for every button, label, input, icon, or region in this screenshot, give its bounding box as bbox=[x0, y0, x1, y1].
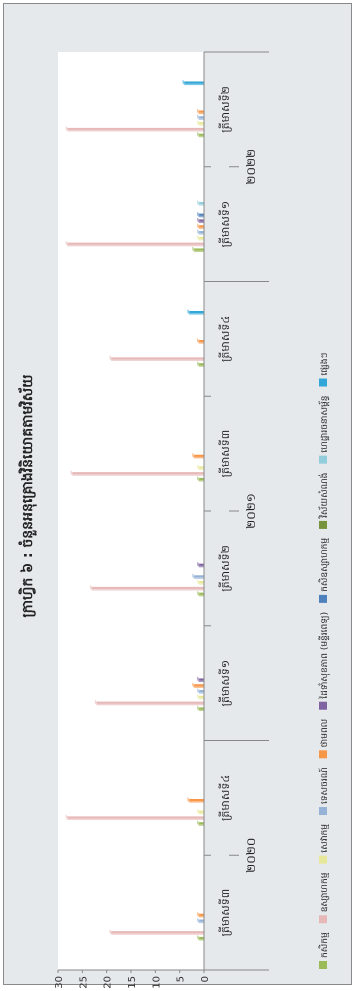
category-label: ត្រីមាសទី៣ bbox=[218, 430, 232, 478]
bar bbox=[197, 693, 204, 700]
legend-label: ថាមពល bbox=[320, 718, 330, 747]
legend-label: ទេសចរណ៍ bbox=[318, 767, 330, 804]
bar bbox=[197, 229, 204, 235]
category-label: ត្រីមាសទី១ bbox=[218, 201, 232, 248]
legend-item: ទេសចរណ៍ bbox=[318, 767, 330, 816]
year-label: ២០២០ bbox=[244, 838, 258, 873]
bar bbox=[197, 561, 204, 568]
legend-item: ដៃទាំសុខភាព (មន្ទីរពេទ្យ) bbox=[318, 612, 330, 710]
legend-label: ហេដ្ឋារចនាសម្ព័ន្ធ bbox=[318, 396, 330, 453]
bar bbox=[197, 934, 204, 941]
bar bbox=[187, 796, 204, 803]
legend-label: ដៃទាំសុខភាព (មន្ទីរពេទ្យ) bbox=[318, 612, 330, 700]
bar bbox=[197, 120, 204, 126]
category-label: ត្រីមាសទី៣ bbox=[218, 889, 232, 937]
value-tick-label: 15 bbox=[127, 976, 138, 989]
bar bbox=[197, 579, 204, 585]
category-label: ត្រីមាសទី១ bbox=[218, 660, 232, 707]
category-label: ត្រីមាសទី២ bbox=[218, 86, 232, 133]
value-tick-label: 30 bbox=[54, 976, 65, 989]
bar bbox=[65, 814, 204, 820]
bar bbox=[197, 234, 204, 241]
bar bbox=[197, 475, 204, 482]
bar bbox=[65, 125, 204, 132]
legend-item: ថាមពល bbox=[319, 718, 330, 759]
legend-swatch bbox=[319, 915, 327, 924]
bar bbox=[197, 217, 204, 224]
bar bbox=[197, 808, 204, 815]
category-label: ត្រីមាសទី៤ bbox=[218, 775, 232, 821]
value-tick-label: 10 bbox=[151, 976, 162, 989]
legend-label: ឧស្សាហកម្ម bbox=[320, 872, 330, 912]
category-label: ត្រីមាសទី៤ bbox=[218, 316, 232, 362]
value-tick-label: 20 bbox=[103, 976, 114, 989]
bar bbox=[90, 584, 204, 591]
legend-item: សេវាកម្ម bbox=[319, 824, 330, 864]
bar bbox=[94, 699, 204, 706]
legend-swatch bbox=[319, 594, 327, 603]
bar bbox=[192, 246, 204, 253]
legend-swatch bbox=[319, 855, 327, 864]
bar bbox=[197, 917, 204, 924]
year-label: ២០២២ bbox=[244, 149, 258, 185]
legend-swatch bbox=[319, 701, 327, 710]
legend-label: កសិកម្ម bbox=[318, 932, 330, 958]
bar bbox=[197, 464, 204, 470]
legend-label: ផ្សេងៗ bbox=[320, 353, 330, 376]
bar bbox=[192, 452, 204, 459]
bar bbox=[197, 223, 204, 229]
bar bbox=[197, 108, 204, 115]
bar bbox=[197, 361, 204, 367]
legend-swatch bbox=[319, 807, 327, 816]
legend-swatch bbox=[319, 750, 327, 759]
bar bbox=[197, 211, 204, 218]
legend-item: ផ្សេងៗ bbox=[319, 353, 330, 387]
bar bbox=[109, 355, 204, 361]
legend-swatch bbox=[319, 520, 327, 529]
bar bbox=[197, 676, 204, 683]
bar bbox=[109, 929, 204, 935]
legend-item: កសិកម្ម bbox=[318, 932, 330, 969]
bar bbox=[197, 131, 204, 138]
category-label: ត្រីមាសទី២ bbox=[218, 545, 232, 592]
bar bbox=[197, 590, 204, 597]
bar bbox=[182, 79, 205, 86]
plot-area bbox=[58, 52, 204, 970]
legend-swatch bbox=[319, 378, 327, 387]
bar bbox=[192, 682, 204, 688]
legend-swatch bbox=[319, 455, 327, 464]
bar bbox=[197, 705, 204, 712]
legend-item: កសិឧស្សាហកម្ម bbox=[318, 538, 330, 603]
bar bbox=[197, 337, 204, 344]
value-tick-label: 25 bbox=[78, 976, 89, 989]
value-tick-label: 5 bbox=[176, 976, 187, 982]
bar bbox=[65, 240, 204, 247]
legend-label: វិស័យសំណង់ bbox=[318, 473, 330, 519]
bar bbox=[197, 200, 204, 206]
legend-item: ហេដ្ឋារចនាសម្ព័ន្ធ bbox=[318, 396, 330, 464]
legend-item: ឧស្សាហកម្ម bbox=[319, 872, 330, 924]
year-label: ២០២១ bbox=[244, 493, 258, 529]
value-tick-label: 0 bbox=[200, 976, 211, 982]
chart-title: ក្រាហ្វិក ៦ : ចំនួនអនុគ្រោងវិនិយោគតាមវិស… bbox=[18, 375, 37, 618]
bar bbox=[197, 688, 204, 694]
legend-swatch bbox=[319, 961, 327, 969]
bar bbox=[70, 470, 204, 476]
legend-label: កសិឧស្សាហកម្ម bbox=[318, 538, 330, 592]
bar bbox=[197, 911, 204, 918]
bar bbox=[192, 573, 204, 579]
bar bbox=[187, 308, 204, 315]
legend-label: សេវាកម្ម bbox=[320, 824, 330, 853]
bar bbox=[197, 114, 204, 120]
bar bbox=[197, 820, 204, 826]
legend-item: វិស័យសំណង់ bbox=[318, 473, 330, 529]
